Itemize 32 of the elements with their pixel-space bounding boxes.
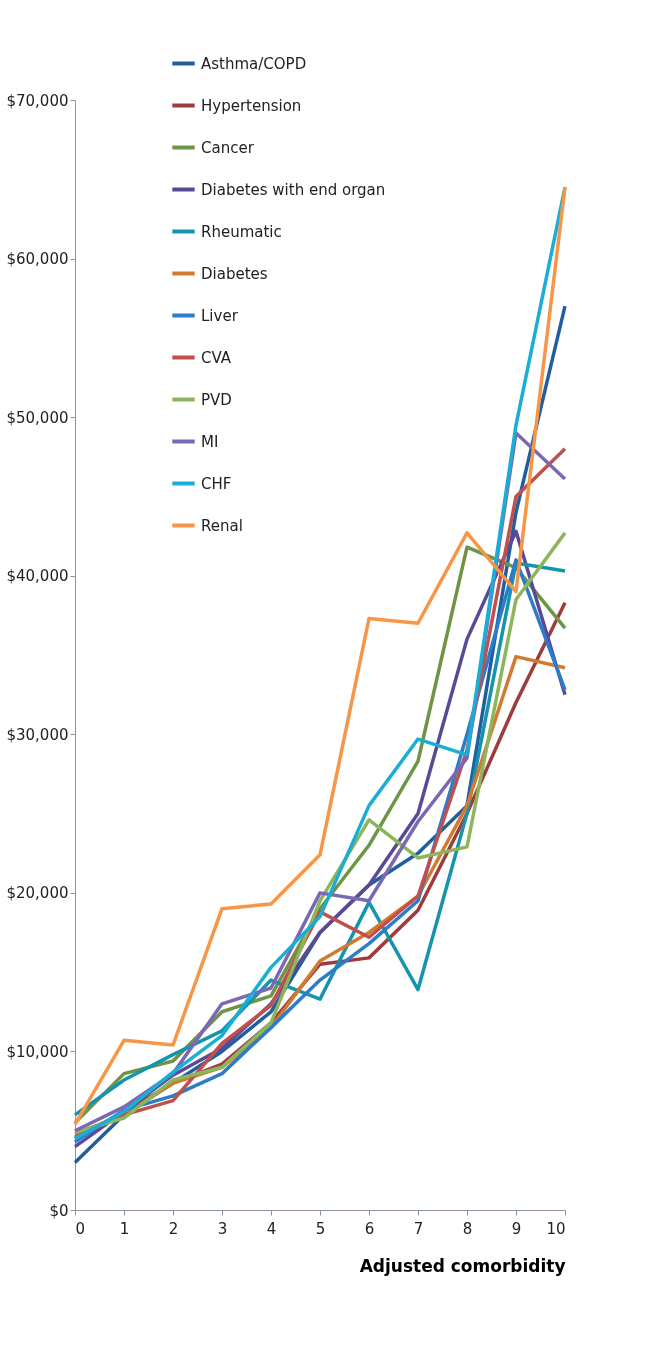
y-tick-label: $0 bbox=[49, 1201, 69, 1220]
x-tick-label: 5 bbox=[315, 1219, 326, 1238]
y-tick-label: $40,000 bbox=[6, 567, 69, 586]
x-tick-label: 8 bbox=[462, 1219, 473, 1238]
legend-label: Liver bbox=[201, 306, 239, 325]
legend-label: Rheumatic bbox=[201, 222, 282, 241]
x-tick-label: 4 bbox=[266, 1219, 277, 1238]
x-tick-label: 1 bbox=[119, 1219, 130, 1238]
y-tick-label: $60,000 bbox=[6, 250, 69, 269]
y-tick-label: $10,000 bbox=[6, 1042, 69, 1061]
y-tick-label: $70,000 bbox=[6, 91, 69, 110]
legend-label: Hypertension bbox=[201, 96, 302, 115]
y-tick-label: $30,000 bbox=[6, 725, 69, 744]
x-tick-label: 3 bbox=[217, 1219, 228, 1238]
y-tick-label: $50,000 bbox=[6, 408, 69, 427]
x-axis-title: Adjusted comorbidity bbox=[359, 1255, 566, 1276]
legend-label: Asthma/COPD bbox=[201, 54, 307, 73]
legend-label: Diabetes bbox=[201, 264, 268, 283]
legend-label: Cancer bbox=[201, 138, 255, 157]
legend-label: CVA bbox=[201, 348, 232, 367]
legend-label: CHF bbox=[201, 474, 232, 493]
x-tick-label: 2 bbox=[168, 1219, 179, 1238]
x-tick-label: 9 bbox=[511, 1219, 522, 1238]
legend-label: Renal bbox=[201, 516, 243, 535]
legend-label: MI bbox=[201, 432, 219, 451]
y-tick-label: $20,000 bbox=[6, 884, 69, 903]
legend-label: PVD bbox=[201, 390, 232, 409]
legend-label: Diabetes with end organ bbox=[201, 180, 386, 199]
x-tick-label: 10 bbox=[546, 1219, 566, 1238]
x-tick-label: 0 bbox=[75, 1219, 86, 1238]
x-tick-label: 7 bbox=[413, 1219, 424, 1238]
x-tick-label: 6 bbox=[364, 1219, 375, 1238]
